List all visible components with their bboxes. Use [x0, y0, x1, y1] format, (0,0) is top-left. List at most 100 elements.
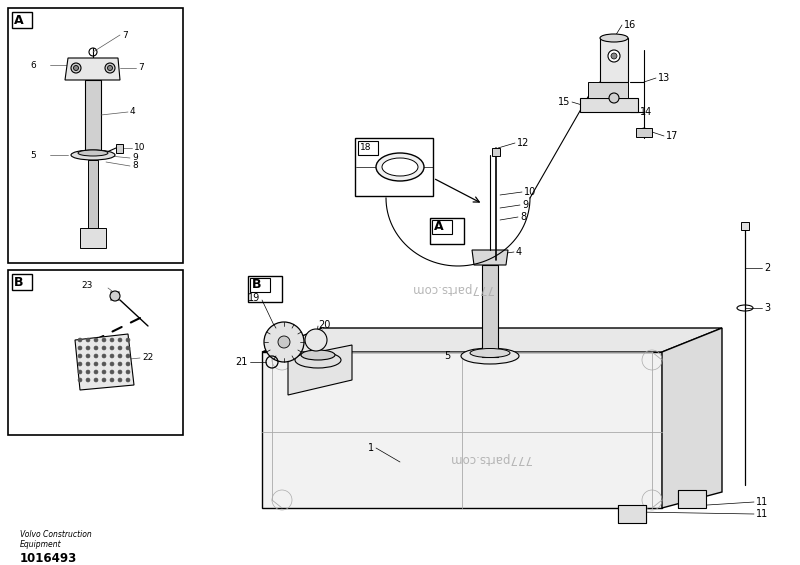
Bar	[80, 228, 106, 248]
Circle shape	[118, 362, 122, 366]
Polygon shape	[262, 328, 722, 352]
Circle shape	[78, 338, 82, 342]
Circle shape	[608, 50, 620, 62]
Circle shape	[107, 66, 113, 71]
Bar	[678, 490, 706, 508]
Polygon shape	[75, 334, 134, 390]
Text: 21: 21	[236, 357, 248, 367]
Circle shape	[102, 362, 106, 366]
Text: B: B	[14, 276, 23, 289]
Circle shape	[94, 338, 98, 342]
Circle shape	[611, 53, 617, 59]
Ellipse shape	[461, 348, 519, 364]
Text: Volvo Construction: Volvo Construction	[20, 530, 92, 539]
Bar	[250, 278, 270, 292]
Circle shape	[110, 338, 114, 342]
Bar	[588, 82, 628, 98]
Ellipse shape	[78, 150, 108, 156]
Bar	[8, 8, 183, 263]
Circle shape	[609, 93, 619, 103]
Text: 13: 13	[658, 73, 670, 83]
Text: 8: 8	[520, 212, 526, 222]
Text: 9: 9	[522, 200, 528, 210]
Text: 8: 8	[132, 162, 138, 171]
Circle shape	[94, 354, 98, 358]
Circle shape	[86, 378, 90, 382]
Text: 19: 19	[248, 293, 260, 303]
Circle shape	[118, 378, 122, 382]
Text: 10: 10	[134, 144, 146, 153]
Text: 9: 9	[132, 154, 138, 163]
Ellipse shape	[295, 352, 341, 368]
Circle shape	[110, 362, 114, 366]
Circle shape	[94, 346, 98, 350]
Text: 3: 3	[764, 303, 770, 313]
Bar	[8, 270, 183, 435]
Text: 15: 15	[558, 97, 570, 107]
Circle shape	[118, 354, 122, 358]
Text: 5: 5	[444, 351, 450, 361]
Text: 777parts.com: 777parts.com	[449, 451, 531, 464]
Bar	[618, 505, 646, 523]
Circle shape	[105, 63, 115, 73]
Ellipse shape	[376, 153, 424, 181]
Text: 16: 16	[624, 20, 636, 30]
Circle shape	[78, 378, 82, 382]
Circle shape	[78, 370, 82, 374]
Text: B: B	[252, 279, 262, 292]
Polygon shape	[288, 345, 352, 395]
Circle shape	[94, 378, 98, 382]
Circle shape	[86, 354, 90, 358]
Circle shape	[126, 378, 130, 382]
Ellipse shape	[301, 350, 335, 360]
Text: 23: 23	[82, 281, 93, 290]
Circle shape	[126, 354, 130, 358]
Polygon shape	[472, 250, 508, 265]
Text: 5: 5	[30, 150, 36, 159]
Circle shape	[102, 346, 106, 350]
Circle shape	[126, 338, 130, 342]
Text: 7: 7	[138, 63, 144, 72]
Bar	[741, 222, 749, 230]
Circle shape	[126, 346, 130, 350]
Circle shape	[110, 378, 114, 382]
Bar	[432, 220, 452, 234]
Polygon shape	[662, 328, 722, 508]
Bar	[85, 80, 101, 155]
Circle shape	[264, 322, 304, 362]
Text: 12: 12	[517, 138, 530, 148]
Text: 6: 6	[30, 60, 36, 69]
Text: 4: 4	[516, 247, 522, 257]
Text: 20: 20	[318, 320, 330, 330]
Circle shape	[126, 362, 130, 366]
Text: 7: 7	[122, 31, 128, 40]
Text: 777parts.com: 777parts.com	[411, 281, 493, 294]
Bar	[88, 160, 98, 228]
Text: 1: 1	[368, 443, 374, 453]
Circle shape	[102, 370, 106, 374]
Ellipse shape	[71, 150, 115, 160]
Ellipse shape	[600, 34, 628, 42]
Circle shape	[86, 362, 90, 366]
Ellipse shape	[600, 78, 628, 86]
Bar	[492, 148, 500, 156]
Circle shape	[110, 354, 114, 358]
Bar	[600, 38, 628, 82]
Text: 11: 11	[756, 497, 768, 507]
Ellipse shape	[382, 158, 418, 176]
Bar	[248, 276, 282, 302]
Bar	[355, 138, 433, 196]
Bar	[12, 274, 32, 290]
Circle shape	[126, 370, 130, 374]
Text: 2: 2	[764, 263, 770, 273]
Circle shape	[102, 354, 106, 358]
Text: 11: 11	[756, 509, 768, 519]
Bar	[12, 12, 32, 28]
Circle shape	[86, 346, 90, 350]
Bar	[580, 98, 638, 112]
Circle shape	[94, 370, 98, 374]
Text: 4: 4	[130, 107, 136, 116]
Bar	[482, 265, 498, 357]
Text: 22: 22	[142, 354, 154, 363]
Polygon shape	[262, 352, 662, 508]
